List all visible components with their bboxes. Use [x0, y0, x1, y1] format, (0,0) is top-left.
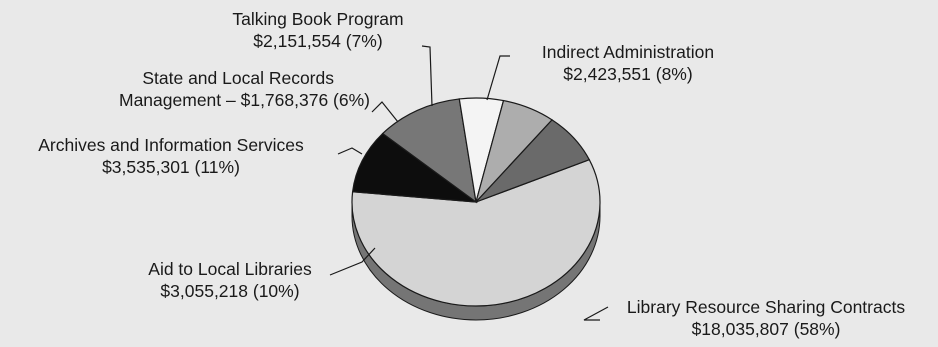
- label-talking-book: Talking Book Program $2,151,554 (7%): [218, 8, 418, 52]
- pie-slice-1: [351, 132, 479, 203]
- label-aid-local-value: $3,055,218 (10%): [160, 281, 300, 301]
- pie-slice-0: [351, 158, 601, 307]
- label-indirect-admin-name: Indirect Administration: [541, 42, 715, 62]
- leader-line-3: [371, 101, 399, 123]
- leader-line-4: [421, 45, 433, 107]
- pie-slice-5: [475, 119, 591, 203]
- label-records-mgmt-value: Management – $1,768,376 (6%): [119, 90, 370, 110]
- label-aid-local-name: Aid to Local Libraries: [148, 259, 312, 279]
- leader-line-5: [486, 55, 510, 101]
- label-records-mgmt-name: State and Local Records: [142, 68, 334, 88]
- leader-line-2: [337, 147, 363, 155]
- label-resource-sharing: Library Resource Sharing Contracts $18,0…: [596, 296, 936, 340]
- pie-slice-2: [381, 98, 477, 204]
- label-aid-local: Aid to Local Libraries $3,055,218 (10%): [110, 258, 350, 302]
- label-archives: Archives and Information Services $3,535…: [6, 134, 336, 178]
- label-indirect-admin-value: $2,423,551 (8%): [563, 64, 693, 84]
- label-resource-sharing-name: Library Resource Sharing Contracts: [626, 297, 906, 317]
- leader-line-0: [583, 306, 609, 321]
- label-records-mgmt: State and Local Records Management – $1,…: [40, 67, 370, 111]
- label-talking-book-value: $2,151,554 (7%): [253, 31, 383, 51]
- label-resource-sharing-value: $18,035,807 (58%): [691, 319, 841, 339]
- label-indirect-admin: Indirect Administration $2,423,551 (8%): [518, 41, 738, 85]
- label-archives-name: Archives and Information Services: [38, 135, 304, 155]
- leader-line-1: [329, 247, 376, 276]
- label-archives-value: $3,535,301 (11%): [102, 157, 240, 177]
- label-talking-book-name: Talking Book Program: [232, 9, 404, 29]
